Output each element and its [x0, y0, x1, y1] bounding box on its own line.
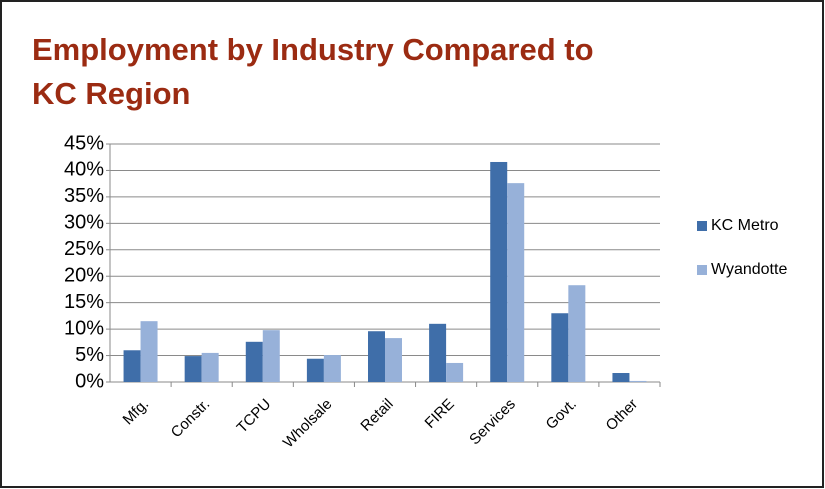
- bar: [262, 330, 280, 382]
- chart-title: Employment by Industry Compared to KC Reg…: [32, 32, 594, 111]
- bar: [140, 321, 158, 382]
- legend-swatch: [697, 265, 707, 275]
- y-tick-label: 45%: [64, 132, 104, 154]
- y-tick-label: 40%: [64, 159, 104, 181]
- bar: [245, 341, 263, 382]
- bar: [184, 356, 202, 382]
- y-tick-label: 5%: [75, 344, 104, 366]
- y-tick-label: 20%: [64, 265, 104, 287]
- y-tick-label: 30%: [64, 212, 104, 234]
- bar: [446, 362, 464, 382]
- bar: [568, 285, 586, 382]
- y-tick-label: 10%: [64, 317, 104, 339]
- legend-swatch: [697, 221, 707, 231]
- bar: [507, 183, 525, 382]
- bar: [429, 323, 447, 382]
- legend-label: Wyandotte: [711, 261, 787, 278]
- bar: [490, 161, 508, 382]
- bar: [323, 355, 341, 382]
- y-tick-label: 25%: [64, 238, 104, 260]
- bar: [201, 352, 219, 382]
- bar: [368, 331, 385, 382]
- bar: [306, 358, 324, 382]
- bar: [385, 338, 402, 382]
- legend-label: KC Metro: [711, 217, 779, 234]
- bar: [123, 350, 141, 382]
- bar: [551, 313, 569, 382]
- bar: [612, 373, 630, 382]
- bar: [629, 380, 647, 382]
- y-tick-label: 15%: [64, 291, 104, 313]
- y-tick-label: 0%: [75, 370, 104, 392]
- y-tick-label: 35%: [64, 185, 104, 207]
